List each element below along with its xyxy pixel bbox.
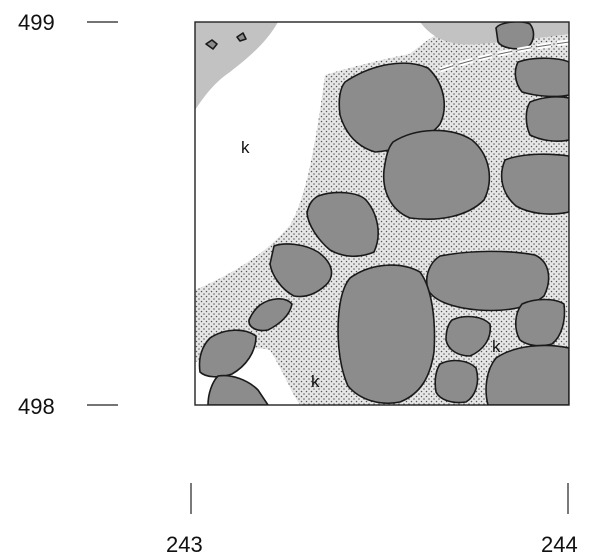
stone	[514, 298, 566, 347]
stone	[514, 57, 569, 98]
stone	[434, 359, 479, 404]
stone	[306, 191, 379, 258]
stone	[198, 329, 257, 378]
x-label-right: 244	[541, 532, 578, 557]
k-label-right: k	[492, 337, 501, 356]
stone	[337, 264, 436, 404]
y-label-bottom: 498	[18, 394, 55, 419]
k-label-upper: k	[241, 138, 250, 157]
stone	[269, 243, 333, 298]
trench-contents	[195, 22, 569, 405]
spot-1	[205, 39, 218, 50]
grey-patch-topleft	[195, 22, 278, 110]
spot-2	[236, 32, 247, 42]
trench-frame	[194, 21, 570, 406]
k-label-lower: k	[311, 372, 320, 391]
y-axis: 499 498	[18, 10, 118, 419]
x-axis: 243 244	[166, 483, 578, 557]
stone	[495, 22, 535, 50]
x-label-left: 243	[166, 532, 203, 557]
dashed-feature-outline	[439, 41, 569, 71]
y-label-top: 499	[18, 10, 55, 35]
stone	[485, 344, 569, 405]
stone	[525, 96, 569, 142]
stone	[207, 374, 269, 405]
stone	[445, 315, 492, 357]
stone	[500, 153, 569, 215]
stone	[382, 129, 491, 220]
stone	[248, 298, 293, 332]
